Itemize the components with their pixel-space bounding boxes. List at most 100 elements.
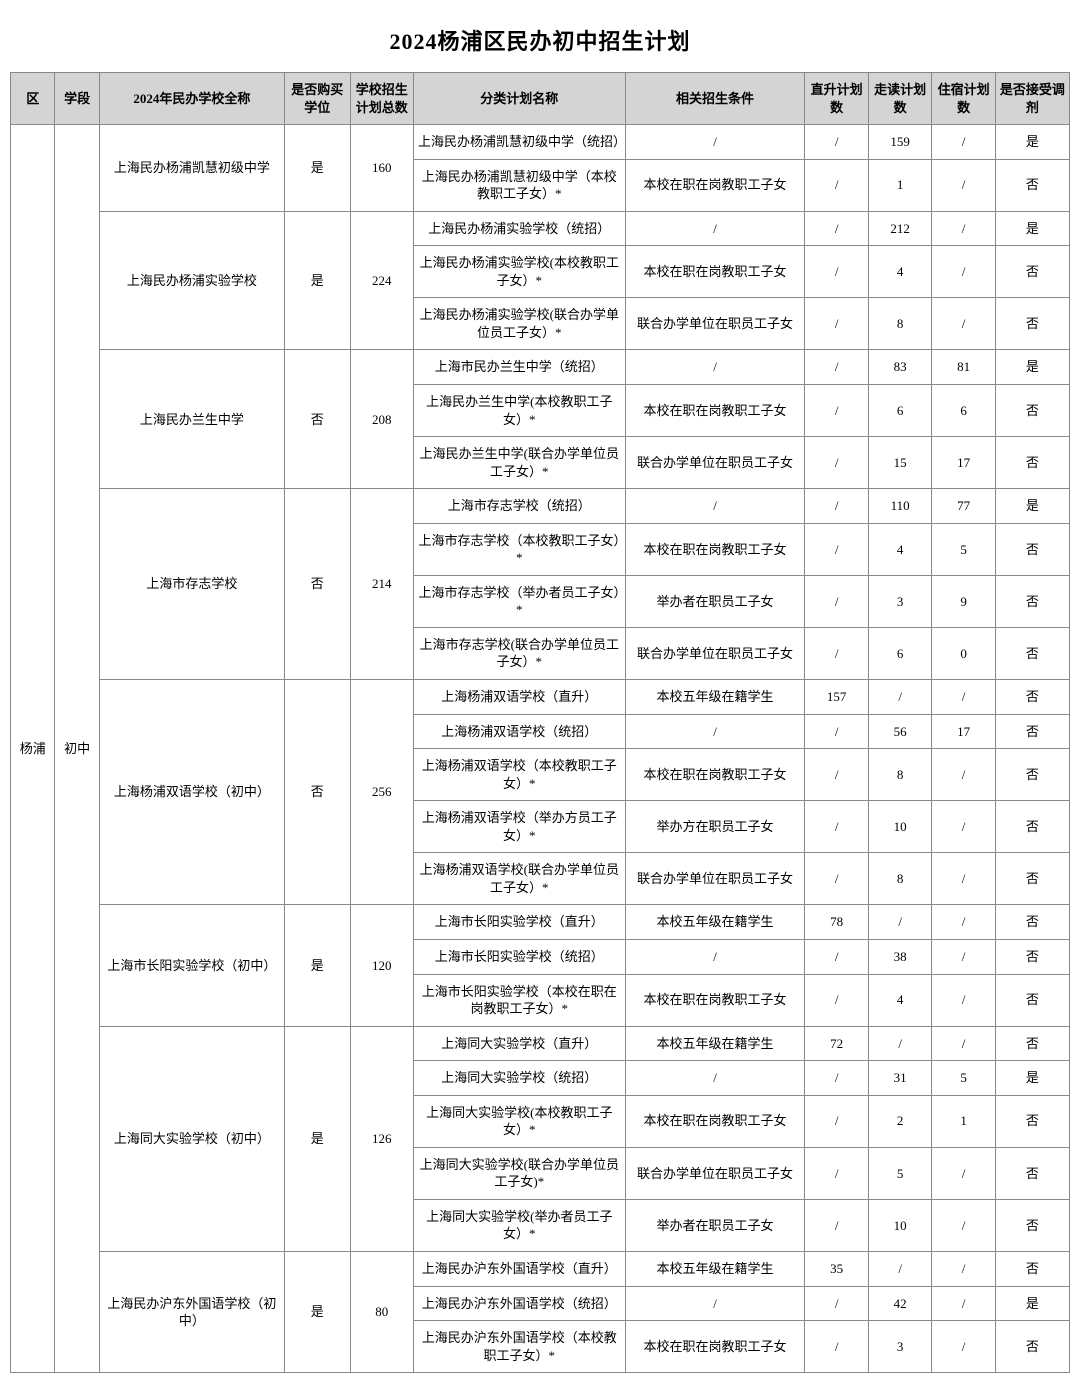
cell-zd: 83 bbox=[868, 350, 931, 385]
cell-total: 224 bbox=[350, 211, 413, 350]
cell-planname: 上海市长阳实验学校（本校在职在岗教职工子女）* bbox=[414, 974, 626, 1026]
th-buy: 是否购买学位 bbox=[284, 73, 350, 125]
cell-cond: 联合办学单位在职员工子女 bbox=[625, 1147, 805, 1199]
cell-zd: 3 bbox=[868, 1321, 931, 1373]
cell-planname: 上海同大实验学校（直升） bbox=[414, 1026, 626, 1061]
cell-zd: 159 bbox=[868, 125, 931, 160]
th-zoudu: 走读计划数 bbox=[868, 73, 931, 125]
cell-cond: 本校在职在岗教职工子女 bbox=[625, 385, 805, 437]
cell-tj: 是 bbox=[995, 211, 1069, 246]
cell-zd: 15 bbox=[868, 437, 931, 489]
th-tiaoji: 是否接受调剂 bbox=[995, 73, 1069, 125]
header-row: 区 学段 2024年民办学校全称 是否购买学位 学校招生计划总数 分类计划名称 … bbox=[11, 73, 1070, 125]
cell-zd: 6 bbox=[868, 627, 931, 679]
cell-tj: 否 bbox=[995, 974, 1069, 1026]
cell-zd: / bbox=[868, 905, 931, 940]
cell-planname: 上海民办杨浦实验学校(联合办学单位员工子女）* bbox=[414, 298, 626, 350]
cell-zd: 212 bbox=[868, 211, 931, 246]
cell-zd: 2 bbox=[868, 1095, 931, 1147]
cell-zs2: 5 bbox=[932, 523, 995, 575]
cell-cond: / bbox=[625, 1286, 805, 1321]
cell-zd: 38 bbox=[868, 939, 931, 974]
cell-zs2: 5 bbox=[932, 1061, 995, 1096]
table-row: 上海市存志学校否214上海市存志学校（统招）//11077是 bbox=[11, 489, 1070, 524]
cell-zd: / bbox=[868, 1026, 931, 1061]
cell-zs2: / bbox=[932, 680, 995, 715]
th-zhusu: 住宿计划数 bbox=[932, 73, 995, 125]
cell-zs: / bbox=[805, 939, 868, 974]
cell-zs: / bbox=[805, 1199, 868, 1251]
cell-tj: 否 bbox=[995, 1026, 1069, 1061]
enrollment-table: 区 学段 2024年民办学校全称 是否购买学位 学校招生计划总数 分类计划名称 … bbox=[10, 72, 1070, 1373]
cell-zs: / bbox=[805, 749, 868, 801]
cell-tj: 否 bbox=[995, 714, 1069, 749]
cell-district: 杨浦 bbox=[11, 125, 55, 1373]
cell-tj: 否 bbox=[995, 939, 1069, 974]
table-row: 上海民办兰生中学否208上海市民办兰生中学（统招）//8381是 bbox=[11, 350, 1070, 385]
cell-zs: / bbox=[805, 159, 868, 211]
cell-planname: 上海杨浦双语学校（统招） bbox=[414, 714, 626, 749]
cell-cond: / bbox=[625, 211, 805, 246]
table-row: 上海同大实验学校（初中）是126上海同大实验学校（直升）本校五年级在籍学生72/… bbox=[11, 1026, 1070, 1061]
cell-zs2: / bbox=[932, 749, 995, 801]
page-title: 2024杨浦区民办初中招生计划 bbox=[10, 10, 1070, 72]
cell-zs: / bbox=[805, 801, 868, 853]
th-planname: 分类计划名称 bbox=[414, 73, 626, 125]
cell-tj: 否 bbox=[995, 680, 1069, 715]
th-school: 2024年民办学校全称 bbox=[99, 73, 284, 125]
cell-cond: 本校在职在岗教职工子女 bbox=[625, 159, 805, 211]
cell-planname: 上海同大实验学校(本校教职工子女）* bbox=[414, 1095, 626, 1147]
cell-zd: 1 bbox=[868, 159, 931, 211]
cell-tj: 否 bbox=[995, 575, 1069, 627]
cell-zs2: / bbox=[932, 211, 995, 246]
cell-total: 214 bbox=[350, 489, 413, 680]
cell-cond: 本校在职在岗教职工子女 bbox=[625, 523, 805, 575]
cell-zs2: / bbox=[932, 1147, 995, 1199]
cell-zs: / bbox=[805, 350, 868, 385]
cell-zs: / bbox=[805, 714, 868, 749]
cell-zs2: / bbox=[932, 1251, 995, 1286]
cell-tj: 否 bbox=[995, 437, 1069, 489]
cell-buy: 是 bbox=[284, 1026, 350, 1251]
cell-zs: / bbox=[805, 1061, 868, 1096]
th-zheng: 直升计划数 bbox=[805, 73, 868, 125]
cell-total: 80 bbox=[350, 1251, 413, 1372]
cell-zs2: 17 bbox=[932, 437, 995, 489]
cell-zs2: / bbox=[932, 801, 995, 853]
cell-zd: 10 bbox=[868, 1199, 931, 1251]
cell-cond: / bbox=[625, 939, 805, 974]
cell-school: 上海市长阳实验学校（初中） bbox=[99, 905, 284, 1026]
cell-planname: 上海杨浦双语学校（直升） bbox=[414, 680, 626, 715]
cell-cond: 举办方在职员工子女 bbox=[625, 801, 805, 853]
cell-school: 上海市存志学校 bbox=[99, 489, 284, 680]
cell-zd: 10 bbox=[868, 801, 931, 853]
cell-zd: 5 bbox=[868, 1147, 931, 1199]
cell-total: 120 bbox=[350, 905, 413, 1026]
cell-cond: / bbox=[625, 489, 805, 524]
cell-planname: 上海民办杨浦凯慧初级中学（本校教职工子女）* bbox=[414, 159, 626, 211]
cell-planname: 上海同大实验学校（统招） bbox=[414, 1061, 626, 1096]
cell-zs2: / bbox=[932, 939, 995, 974]
cell-tj: 是 bbox=[995, 350, 1069, 385]
th-level: 学段 bbox=[55, 73, 99, 125]
cell-school: 上海杨浦双语学校（初中） bbox=[99, 680, 284, 905]
cell-zd: 3 bbox=[868, 575, 931, 627]
cell-zs2: 81 bbox=[932, 350, 995, 385]
cell-cond: 本校五年级在籍学生 bbox=[625, 905, 805, 940]
cell-planname: 上海杨浦双语学校(联合办学单位员工子女）* bbox=[414, 853, 626, 905]
cell-cond: 本校在职在岗教职工子女 bbox=[625, 1095, 805, 1147]
cell-tj: 否 bbox=[995, 523, 1069, 575]
cell-zs2: / bbox=[932, 974, 995, 1026]
cell-school: 上海民办沪东外国语学校（初中） bbox=[99, 1251, 284, 1372]
table-row: 上海民办沪东外国语学校（初中）是80上海民办沪东外国语学校（直升）本校五年级在籍… bbox=[11, 1251, 1070, 1286]
cell-planname: 上海民办兰生中学(联合办学单位员工子女）* bbox=[414, 437, 626, 489]
cell-zs: / bbox=[805, 211, 868, 246]
cell-planname: 上海市存志学校（本校教职工子女）* bbox=[414, 523, 626, 575]
cell-tj: 否 bbox=[995, 1321, 1069, 1373]
cell-cond: 本校五年级在籍学生 bbox=[625, 1251, 805, 1286]
cell-tj: 否 bbox=[995, 905, 1069, 940]
cell-zd: 8 bbox=[868, 853, 931, 905]
cell-zs2: / bbox=[932, 246, 995, 298]
cell-zs: / bbox=[805, 385, 868, 437]
cell-tj: 否 bbox=[995, 385, 1069, 437]
